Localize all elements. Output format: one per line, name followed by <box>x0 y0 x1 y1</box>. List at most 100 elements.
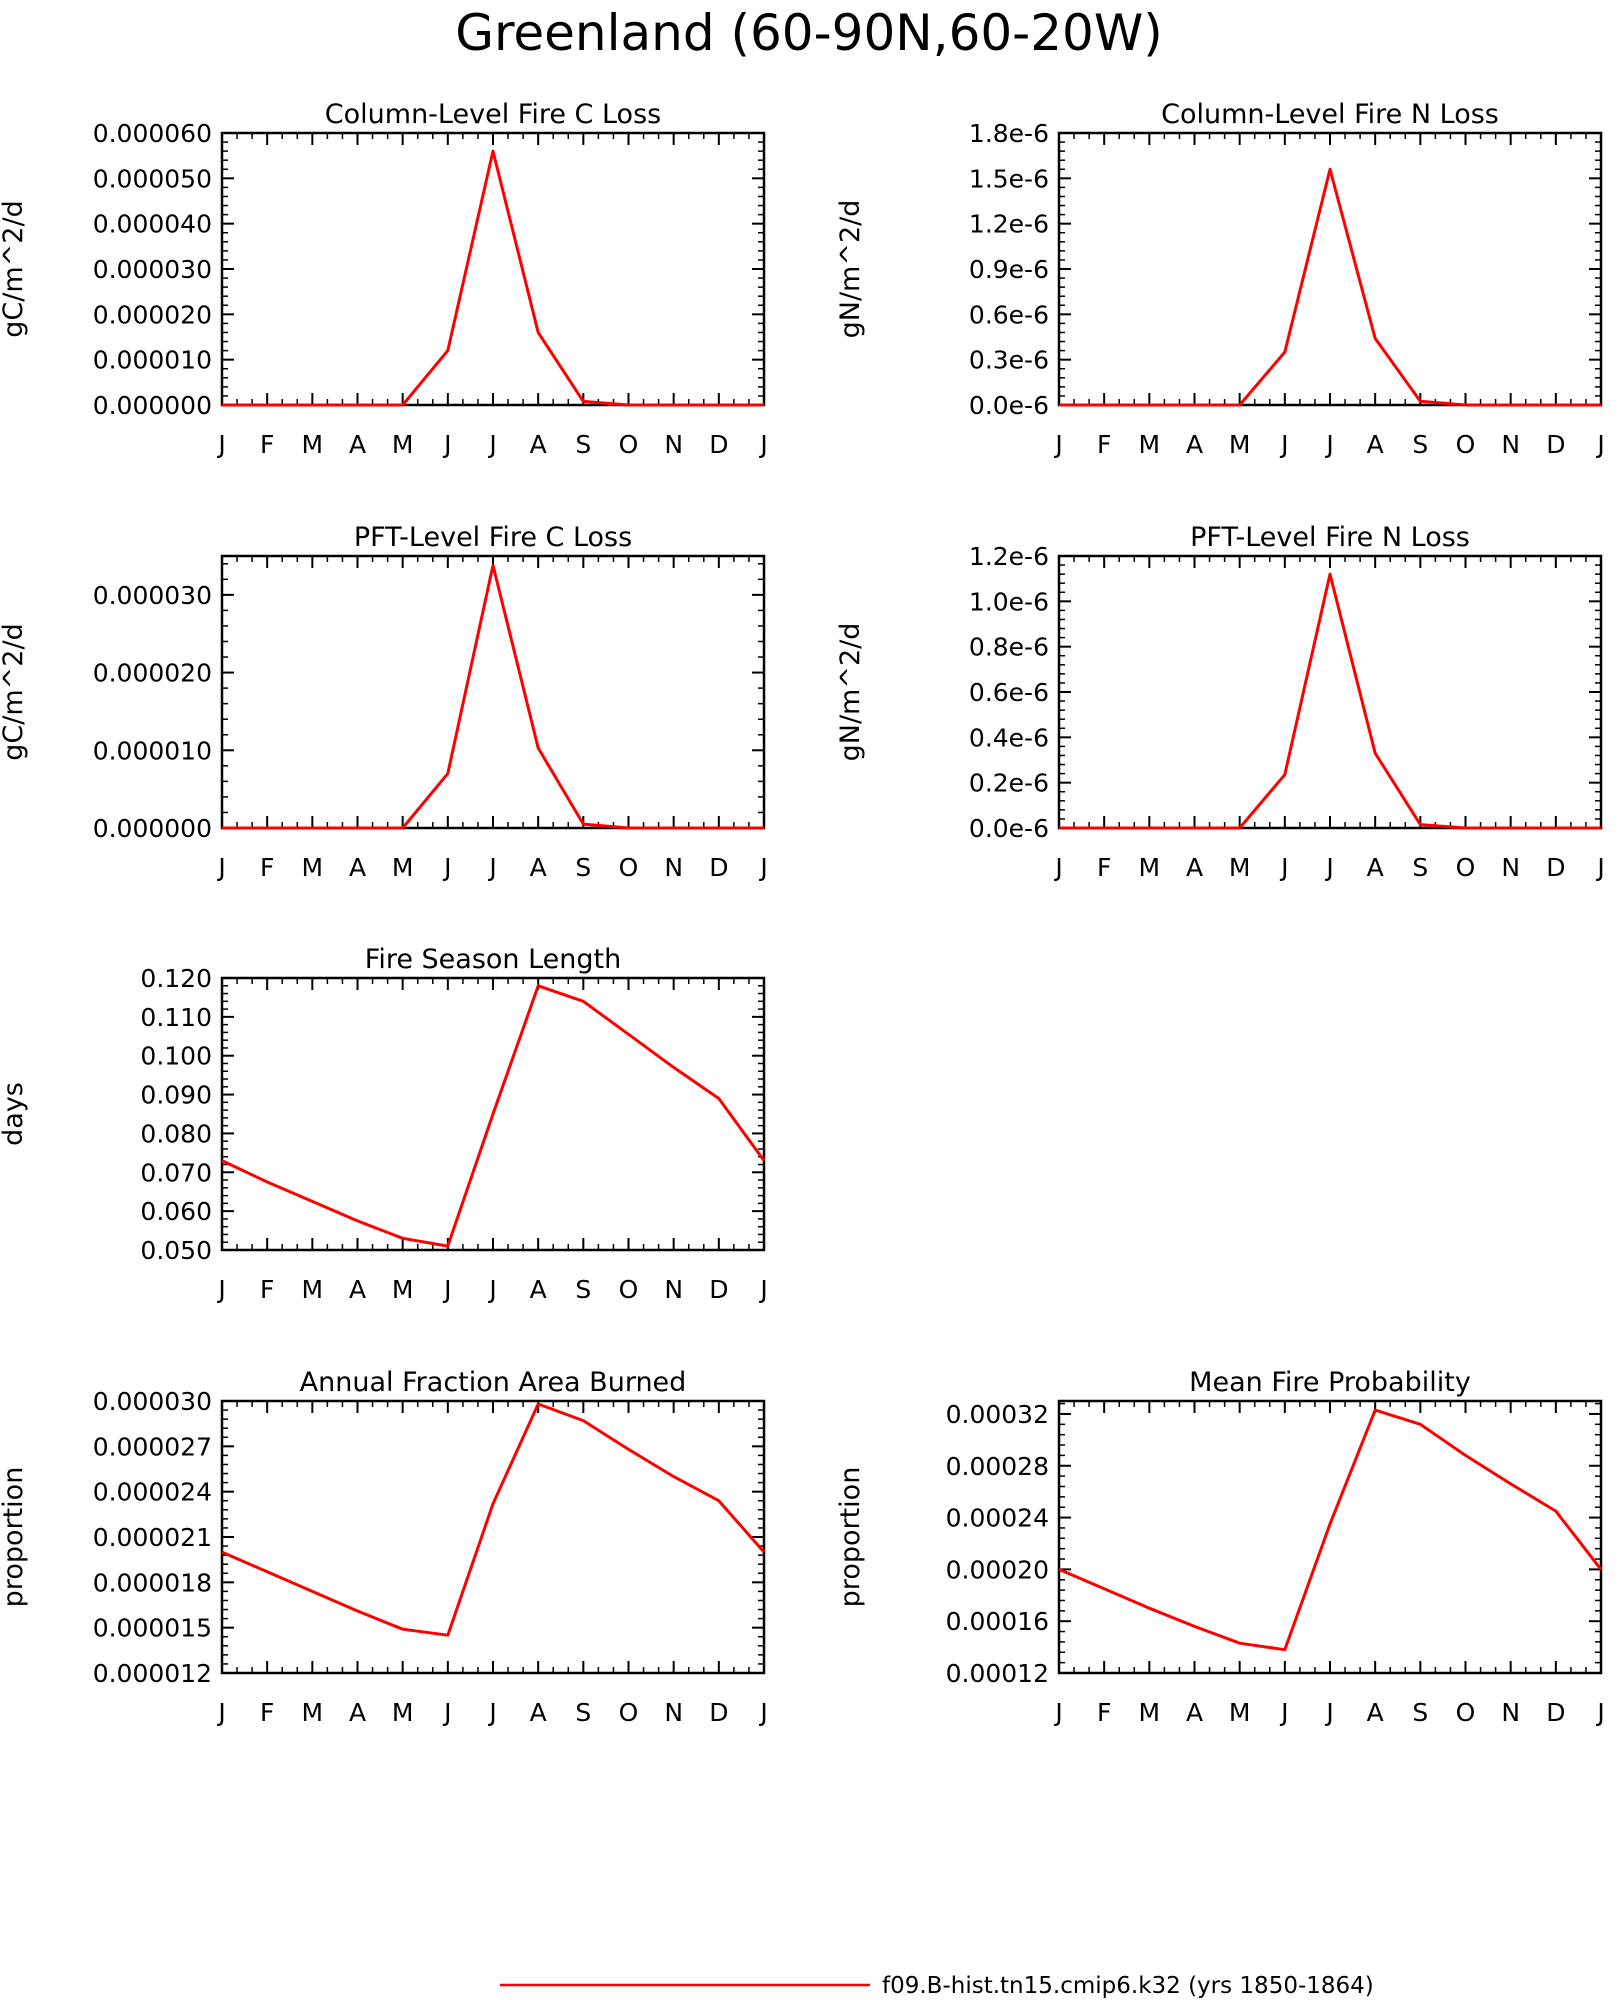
y-tick-label: 0.8e-6 <box>969 633 1049 662</box>
x-tick-label: M <box>392 1275 414 1304</box>
x-tick-label: J <box>758 853 767 882</box>
x-tick-label: J <box>1595 1698 1604 1727</box>
y-tick-label: 0.000000 <box>93 814 212 843</box>
x-tick-label: D <box>1546 1698 1565 1727</box>
y-tick-label: 0.000020 <box>93 300 212 329</box>
chart-panel: J F M A M J J A S O N D J0.0e-60.3e-60.6e-60.9e-61.2… <box>835 99 1605 459</box>
x-tick-label: J <box>1053 853 1062 882</box>
chart-panel: J F M A M J J A S O N D J0.0000000.0000100.0000200.0… <box>0 99 768 459</box>
x-tick-label: S <box>1412 430 1428 459</box>
x-tick-label: N <box>1501 853 1520 882</box>
x-tick-label: J <box>1595 430 1604 459</box>
y-tick-label: 0.6e-6 <box>969 300 1049 329</box>
x-tick-label: J <box>216 1275 225 1304</box>
x-tick-label: J <box>1324 853 1333 882</box>
y-tick-label: 0.9e-6 <box>969 255 1049 284</box>
x-tick-label: F <box>260 853 274 882</box>
x-tick-label: O <box>619 1698 639 1727</box>
x-tick-label: A <box>1367 853 1384 882</box>
x-tick-label: J <box>1053 430 1062 459</box>
chart-title: Fire Season Length <box>365 944 621 975</box>
y-tick-label: 0.00020 <box>946 1555 1049 1584</box>
x-tick-label: D <box>1546 430 1565 459</box>
y-axis-label: gC/m^2/d <box>0 623 29 760</box>
x-tick-label: D <box>709 430 728 459</box>
x-tick-label: O <box>619 430 639 459</box>
x-tick-label: J <box>1279 853 1288 882</box>
x-tick-label: F <box>260 1275 274 1304</box>
x-tick-label: N <box>664 853 683 882</box>
x-tick-label: J <box>216 853 225 882</box>
x-tick-label: M <box>302 430 324 459</box>
x-tick-label: A <box>349 1698 366 1727</box>
y-tick-label: 0.110 <box>140 1003 212 1032</box>
x-tick-label: A <box>349 430 366 459</box>
y-tick-label: 0.000021 <box>93 1523 212 1552</box>
x-tick-label: J <box>758 1275 767 1304</box>
chart-panels: J F M A M J J A S O N D J0.0000000.0000100.0000200.0… <box>0 99 1605 1727</box>
legend: f09.B-hist.tn15.cmip6.k32 (yrs 1850-1864… <box>500 1973 1374 1999</box>
x-tick-label: J <box>1324 430 1333 459</box>
x-tick-label: S <box>575 1275 591 1304</box>
x-tick-label: A <box>530 853 547 882</box>
y-tick-label: 0.00016 <box>946 1607 1049 1636</box>
x-tick-label: J <box>758 1698 767 1727</box>
x-tick-label: F <box>1097 1698 1111 1727</box>
x-tick-label: A <box>349 853 366 882</box>
x-tick-label: S <box>575 1698 591 1727</box>
x-tick-label: J <box>1595 853 1604 882</box>
y-tick-label: 0.00032 <box>946 1400 1049 1429</box>
y-tick-label: 1.2e-6 <box>969 542 1049 571</box>
series-line <box>221 1402 766 1637</box>
y-tick-label: 0.000012 <box>93 1659 212 1688</box>
x-tick-label: J <box>442 853 451 882</box>
series-line <box>221 984 766 1248</box>
x-tick-label: M <box>1139 1698 1161 1727</box>
y-axis-label: gN/m^2/d <box>835 623 866 762</box>
chart-panel: J F M A M J J A S O N D J0.0000000.0000100.0000200.0… <box>0 522 768 882</box>
x-tick-label: O <box>1456 430 1476 459</box>
x-tick-label: F <box>1097 430 1111 459</box>
x-tick-label: O <box>619 1275 639 1304</box>
x-tick-label: N <box>1501 1698 1520 1727</box>
y-tick-label: 1.2e-6 <box>969 210 1049 239</box>
y-tick-label: 1.0e-6 <box>969 587 1049 616</box>
x-tick-label: A <box>1186 430 1203 459</box>
x-tick-label: J <box>487 853 496 882</box>
y-tick-label: 0.2e-6 <box>969 769 1049 798</box>
y-tick-label: 0.070 <box>140 1158 212 1187</box>
y-tick-label: 0.080 <box>140 1119 212 1148</box>
y-tick-label: 0.000030 <box>93 1387 212 1416</box>
y-tick-label: 0.000015 <box>93 1614 212 1643</box>
plot-frame <box>1057 554 1603 830</box>
x-tick-label: M <box>392 853 414 882</box>
y-tick-label: 0.000027 <box>93 1432 212 1461</box>
y-tick-label: 0.000024 <box>93 1478 212 1507</box>
y-tick-label: 0.3e-6 <box>969 346 1049 375</box>
x-tick-label: M <box>1229 430 1251 459</box>
chart-panel: J F M A M J J A S O N D J0.0500.0600.0700.0800.0900.… <box>0 944 768 1304</box>
y-axis-label: gC/m^2/d <box>0 200 29 337</box>
x-tick-label: J <box>442 1698 451 1727</box>
x-tick-label: D <box>709 1275 728 1304</box>
chart-panel: J F M A M J J A S O N D J0.0e-60.2e-60.4e-60.6e-60.8… <box>835 522 1605 882</box>
chart-panel: J F M A M J J A S O N D J0.0000120.0000150.0000180.0… <box>0 1367 768 1727</box>
x-tick-label: J <box>1324 1698 1333 1727</box>
x-tick-label: J <box>1279 430 1288 459</box>
y-tick-label: 0.000030 <box>93 255 212 284</box>
y-tick-label: 0.120 <box>140 964 212 993</box>
y-axis-label: gN/m^2/d <box>835 200 866 339</box>
x-tick-label: J <box>442 1275 451 1304</box>
chart-title: PFT-Level Fire N Loss <box>1190 522 1470 553</box>
x-tick-label: S <box>1412 1698 1428 1727</box>
chart-title: PFT-Level Fire C Loss <box>354 522 632 553</box>
plot-frame <box>220 1399 766 1675</box>
series-line <box>1059 167 1601 407</box>
x-tick-label: D <box>1546 853 1565 882</box>
x-tick-label: J <box>758 430 767 459</box>
x-tick-label: N <box>664 1698 683 1727</box>
x-tick-label: N <box>1501 430 1520 459</box>
x-tick-label: O <box>619 853 639 882</box>
y-tick-label: 0.6e-6 <box>969 678 1049 707</box>
x-tick-label: J <box>1053 1698 1062 1727</box>
